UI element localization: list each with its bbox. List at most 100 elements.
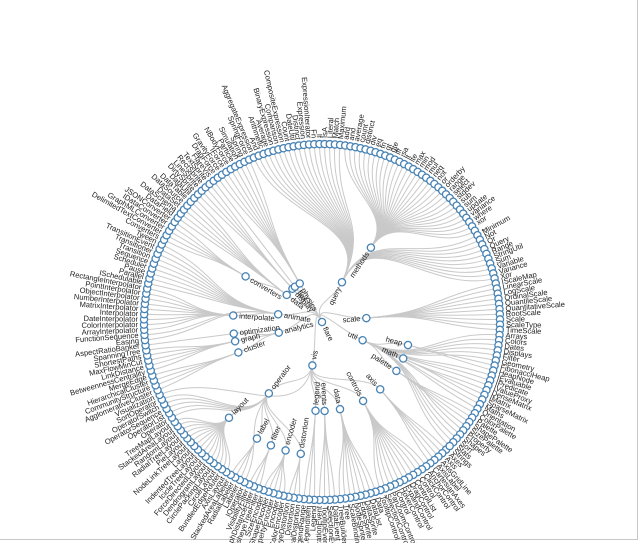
node-label: Legend <box>308 506 318 532</box>
nodes-layer: flarevisaxisAxesAxisAxisGridLineAxisLabe… <box>69 69 565 543</box>
tree-link <box>370 230 476 248</box>
tree-link <box>161 243 279 315</box>
tree-link <box>157 351 239 391</box>
node-label: util <box>346 330 359 342</box>
node-circle[interactable] <box>362 313 371 323</box>
tree-leaf-node[interactable]: DateUtil <box>284 113 299 151</box>
tree-link <box>144 310 279 336</box>
tree-branch-node[interactable]: vis <box>307 349 320 370</box>
tree-branch-node[interactable]: operator <box>263 363 293 399</box>
node-circle[interactable] <box>391 366 401 376</box>
tree-link <box>263 450 287 491</box>
tree-link <box>339 409 372 494</box>
tree-link <box>318 410 326 500</box>
node-label: Literal <box>325 117 335 138</box>
node-circle[interactable] <box>281 446 290 455</box>
node-label: ColorInterpolator <box>81 320 138 330</box>
node-circle[interactable] <box>403 340 413 350</box>
tree-branch-node[interactable]: animate <box>273 309 312 324</box>
node-label: query <box>327 285 344 306</box>
tree-link <box>145 333 234 346</box>
node-circle[interactable] <box>266 441 276 450</box>
node-label: heap <box>385 335 404 348</box>
node-label: data <box>332 388 344 405</box>
node-label: VisualizationEvent <box>314 505 324 543</box>
tree-branch-node[interactable]: interpolate <box>228 311 275 323</box>
tree-branch-node[interactable]: heap <box>385 335 413 351</box>
node-circle[interactable] <box>264 388 274 398</box>
tree-link <box>174 221 246 277</box>
tree-branch-node[interactable]: query <box>327 277 348 307</box>
node-label: isa <box>398 145 411 158</box>
tree-link <box>362 400 381 491</box>
tree-link <box>159 365 313 397</box>
node-circle[interactable] <box>398 354 408 364</box>
tree-branch-node[interactable]: util <box>346 330 367 346</box>
node-circle[interactable] <box>311 406 320 416</box>
tree-link <box>147 288 234 317</box>
node-circle[interactable] <box>358 396 368 406</box>
node-label: Arrays <box>505 331 528 342</box>
tree-link <box>288 453 302 497</box>
node-circle[interactable] <box>308 361 317 370</box>
tree-leaf-node[interactable]: isa <box>394 145 411 167</box>
node-label: gte <box>388 140 400 153</box>
tree-branch-node[interactable]: encoder <box>280 417 299 456</box>
node-circle[interactable] <box>445 441 455 451</box>
tree-link <box>338 409 344 500</box>
tree-branch-node[interactable]: graph <box>230 331 261 346</box>
tree-link <box>402 357 483 401</box>
node-circle[interactable] <box>229 329 239 338</box>
tree-link <box>174 417 230 424</box>
node-label: SelectionEvent <box>326 506 337 543</box>
node-circle[interactable] <box>296 449 305 459</box>
node-label: distortion <box>297 417 311 449</box>
node-circle[interactable] <box>366 243 376 253</box>
tree-branch-node[interactable]: events <box>319 382 329 416</box>
node-circle[interactable] <box>358 335 368 345</box>
node-circle[interactable] <box>230 337 240 346</box>
tree-link <box>362 400 427 467</box>
node-label: add <box>341 126 352 140</box>
tree-link <box>362 339 451 447</box>
node-circle[interactable] <box>335 404 345 414</box>
node-label: QuantitativeScale <box>505 300 565 313</box>
tree-link <box>311 365 381 390</box>
tree-link <box>248 159 301 284</box>
tree-branch-node[interactable]: data <box>332 388 346 414</box>
tree-link <box>213 180 296 288</box>
node-label: events <box>319 382 329 405</box>
tree-branch-node[interactable]: axis <box>364 372 386 395</box>
node-circle[interactable] <box>337 277 347 287</box>
node-label: vis <box>309 349 320 360</box>
node-label: legend <box>311 382 322 405</box>
node-circle[interactable] <box>295 279 305 289</box>
node-circle[interactable] <box>252 434 262 444</box>
node-label: Colors <box>505 336 528 347</box>
node-circle[interactable] <box>375 384 385 394</box>
tree-link <box>248 445 272 485</box>
tree-link <box>161 393 270 408</box>
node-circle[interactable] <box>320 406 329 416</box>
tree-branch-node[interactable]: filter <box>265 424 283 450</box>
tree-branch-node[interactable]: flare <box>316 317 335 343</box>
node-label: layout <box>230 395 251 416</box>
node-circle[interactable] <box>234 348 243 357</box>
node-label: Dates <box>504 341 525 353</box>
node-circle[interactable] <box>274 328 284 337</box>
tree-branch-node[interactable]: legend <box>311 382 322 416</box>
node-label: div <box>368 134 379 146</box>
node-circle[interactable] <box>282 290 292 300</box>
tree-link <box>233 332 279 336</box>
node-circle[interactable] <box>273 310 283 319</box>
tree-link <box>319 314 363 341</box>
node-circle[interactable] <box>228 311 238 320</box>
node-label: Match <box>331 118 341 139</box>
tree-branch-node[interactable]: scale <box>342 313 371 325</box>
node-label: Or <box>486 234 498 246</box>
node-circle[interactable] <box>224 413 234 423</box>
links-layer <box>144 144 500 500</box>
node-circle[interactable] <box>241 271 251 281</box>
node-circle[interactable] <box>317 317 327 327</box>
